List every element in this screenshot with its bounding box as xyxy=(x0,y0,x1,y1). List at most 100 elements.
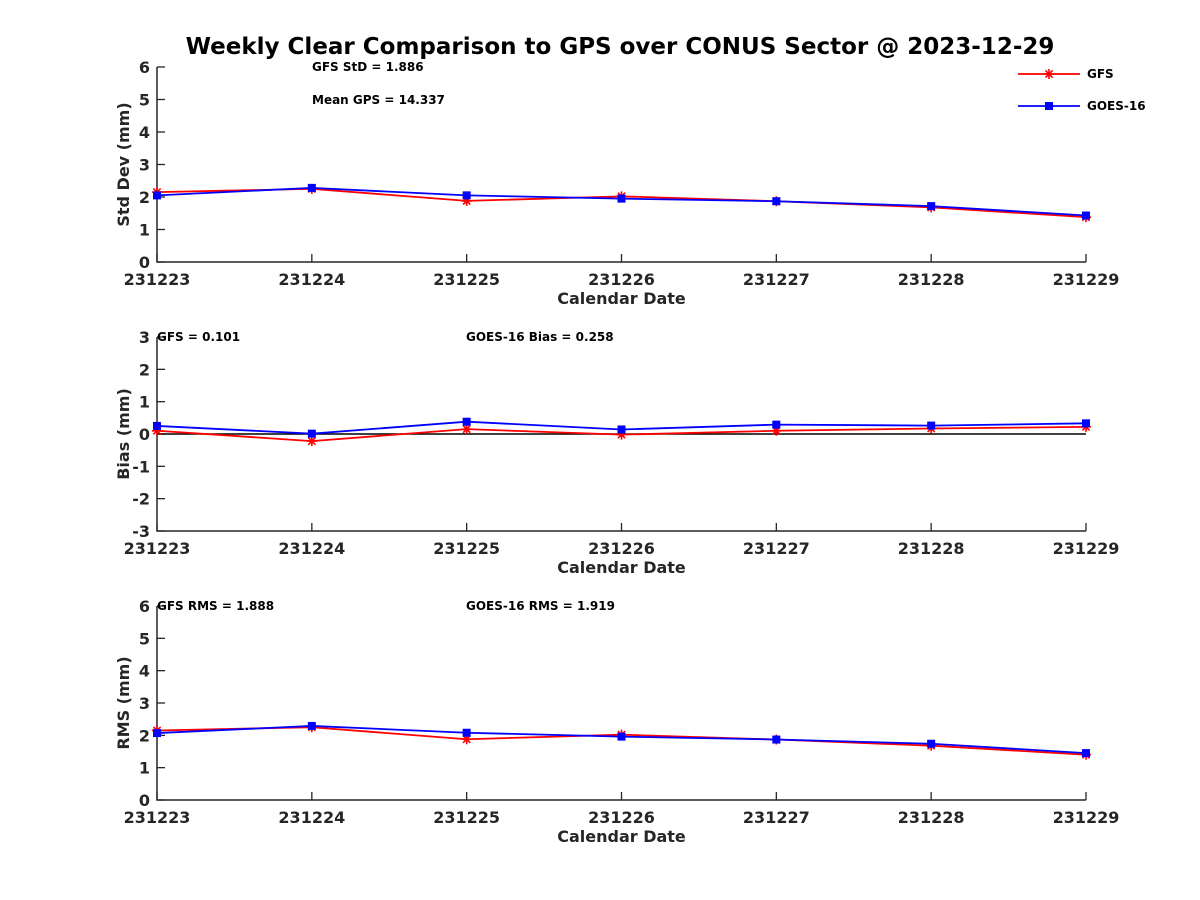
series-goes-16 xyxy=(153,417,1090,438)
data-point xyxy=(772,735,781,744)
x-axis-label: Calendar Date xyxy=(557,558,686,577)
xtick-label: 231226 xyxy=(588,808,655,827)
xtick-label: 231223 xyxy=(124,539,191,558)
xtick-label: 231223 xyxy=(124,270,191,289)
data-point xyxy=(461,195,472,206)
annotation: GFS StD = 1.886 xyxy=(312,60,424,74)
xtick-label: 231227 xyxy=(743,270,810,289)
ytick-label: 4 xyxy=(139,123,150,142)
data-point xyxy=(1082,749,1090,758)
ytick-label: 2 xyxy=(139,360,150,379)
data-point xyxy=(307,183,316,192)
xtick-label: 231226 xyxy=(588,270,655,289)
data-point xyxy=(617,194,626,203)
data-point xyxy=(1082,211,1090,220)
ytick-label: 3 xyxy=(139,328,150,347)
legend-label: GFS xyxy=(1087,67,1114,81)
chart-title: Weekly Clear Comparison to GPS over CONU… xyxy=(186,34,1055,60)
xtick-label: 231227 xyxy=(743,539,810,558)
ytick-label: -1 xyxy=(132,457,150,476)
ytick-label: -2 xyxy=(132,490,150,509)
ytick-label: 0 xyxy=(139,791,150,810)
data-point xyxy=(461,734,472,745)
legend: GFS GOES-16 xyxy=(1018,67,1146,113)
data-point xyxy=(462,191,471,200)
series-goes-16 xyxy=(153,721,1090,758)
data-point xyxy=(617,425,626,434)
data-point xyxy=(153,191,161,200)
legend-marker xyxy=(1045,102,1053,110)
data-point xyxy=(616,429,627,440)
ytick-label: 5 xyxy=(139,91,150,110)
ytick-label: 0 xyxy=(139,253,150,272)
data-point xyxy=(307,429,316,438)
xtick-label: 231229 xyxy=(1053,808,1120,827)
data-point xyxy=(927,421,936,430)
data-point xyxy=(927,739,936,748)
xtick-label: 231229 xyxy=(1053,539,1120,558)
data-point xyxy=(772,420,781,429)
xtick-label: 231225 xyxy=(433,270,500,289)
data-point xyxy=(1082,419,1090,428)
ytick-label: 6 xyxy=(139,597,150,616)
series-goes-16 xyxy=(153,183,1090,220)
ytick-label: 0 xyxy=(139,425,150,444)
ytick-label: 3 xyxy=(139,694,150,713)
x-axis-label: Calendar Date xyxy=(557,289,686,308)
panel-std: 0 1 2 3 4 5 6 231223 231224 231225 231226 231227 231… xyxy=(114,58,1119,308)
y-axis-label: Bias (mm) xyxy=(114,388,133,480)
annotation: Mean GPS = 14.337 xyxy=(312,93,445,107)
xtick-label: 231225 xyxy=(433,539,500,558)
data-point xyxy=(306,436,317,447)
data-point xyxy=(153,421,161,430)
ytick-label: 3 xyxy=(139,156,150,175)
ytick-label: 1 xyxy=(139,221,150,240)
data-point xyxy=(617,732,626,741)
ytick-label: 2 xyxy=(139,188,150,207)
xtick-label: 231227 xyxy=(743,808,810,827)
data-point xyxy=(307,721,316,730)
xtick-label: 231226 xyxy=(588,539,655,558)
data-point xyxy=(771,425,782,436)
ytick-label: 6 xyxy=(139,58,150,77)
annotation: GFS RMS = 1.888 xyxy=(157,599,274,613)
annotation: GFS = 0.101 xyxy=(157,330,240,344)
legend-entry-goes-16: GOES-16 xyxy=(1018,99,1146,113)
data-point xyxy=(462,728,471,737)
ytick-label: 5 xyxy=(139,629,150,648)
ytick-label: 4 xyxy=(139,662,150,681)
ytick-label: 2 xyxy=(139,726,150,745)
legend-label: GOES-16 xyxy=(1087,99,1146,113)
y-axis-label: RMS (mm) xyxy=(114,656,133,749)
xtick-label: 231223 xyxy=(124,808,191,827)
xtick-label: 231228 xyxy=(898,539,965,558)
xtick-label: 231229 xyxy=(1053,270,1120,289)
data-point xyxy=(153,729,161,738)
legend-marker xyxy=(1044,69,1054,79)
data-point xyxy=(462,417,471,426)
data-point xyxy=(461,424,472,435)
ytick-label: 1 xyxy=(139,759,150,778)
xtick-label: 231224 xyxy=(278,270,345,289)
xtick-label: 231228 xyxy=(898,270,965,289)
x-axis-label: Calendar Date xyxy=(557,827,686,846)
data-point xyxy=(927,202,936,211)
series-gfs xyxy=(152,722,1091,760)
panel-bias: -3 -2 -1 0 1 2 3 231223 231224 231225 231226 231227… xyxy=(114,328,1119,577)
ytick-label: -3 xyxy=(132,522,150,541)
ytick-label: 1 xyxy=(139,393,150,412)
y-axis-label: Std Dev (mm) xyxy=(114,102,133,226)
axes-std xyxy=(156,67,1086,263)
xtick-label: 231225 xyxy=(433,808,500,827)
legend-entry-gfs: GFS xyxy=(1018,67,1114,81)
panel-rms: 0 1 2 3 4 5 6 231223 231224 231225 231226 231227 231… xyxy=(114,597,1119,846)
xtick-label: 231228 xyxy=(898,808,965,827)
data-point xyxy=(152,425,162,436)
axes-rms xyxy=(156,606,1086,801)
annotation: GOES-16 RMS = 1.919 xyxy=(466,599,615,613)
xtick-label: 231224 xyxy=(278,808,345,827)
xtick-label: 231224 xyxy=(278,539,345,558)
data-point xyxy=(772,197,781,206)
